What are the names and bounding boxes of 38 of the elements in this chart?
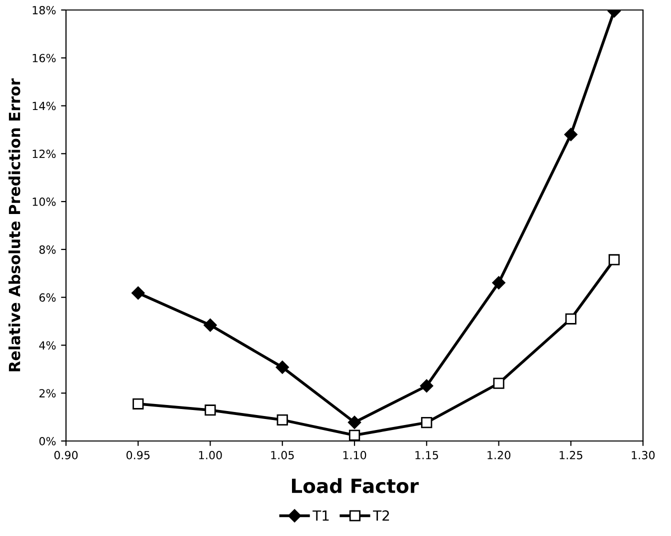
y-tick-label: 10% bbox=[32, 198, 56, 206]
point bbox=[132, 286, 145, 300]
point bbox=[492, 276, 506, 290]
legend-label: T1 bbox=[312, 510, 329, 521]
point bbox=[493, 378, 504, 389]
x-tick-label: 1.10 bbox=[343, 450, 366, 460]
x-tick-label: 1.25 bbox=[560, 450, 582, 460]
x-tick-label: 1.00 bbox=[199, 450, 222, 460]
point bbox=[348, 430, 360, 441]
point bbox=[348, 416, 362, 429]
point bbox=[608, 254, 620, 266]
x-tick-label: 1.30 bbox=[632, 450, 655, 460]
x-tick-label: 1.15 bbox=[415, 451, 438, 460]
point bbox=[132, 398, 144, 410]
x-tick-label: 0.95 bbox=[126, 450, 150, 460]
y-tick-label: 12% bbox=[32, 150, 56, 158]
point bbox=[204, 404, 216, 416]
legend-label: T2 bbox=[372, 510, 389, 521]
y-tick-label: 14% bbox=[32, 102, 56, 110]
point bbox=[204, 318, 217, 332]
point bbox=[276, 414, 288, 426]
y-tick-label: 8% bbox=[39, 245, 56, 254]
y-axis-title: Relative Absolute Prediction Error bbox=[8, 78, 20, 372]
x-tick-label: 1.20 bbox=[488, 450, 510, 460]
y-tick-label: 18% bbox=[32, 6, 56, 14]
point bbox=[564, 128, 578, 142]
y-tick-label: 2% bbox=[39, 389, 56, 398]
y-tick-label: 0% bbox=[39, 436, 56, 446]
y-tick-label: 16% bbox=[32, 54, 56, 62]
x-tick-label: 1.05 bbox=[271, 450, 294, 460]
point bbox=[276, 360, 289, 374]
point bbox=[421, 417, 432, 428]
x-tick-label: 0.90 bbox=[54, 450, 78, 460]
point bbox=[420, 379, 434, 393]
point bbox=[565, 313, 576, 324]
y-tick-label: 4% bbox=[39, 341, 56, 350]
y-tick-label: 6% bbox=[39, 293, 56, 302]
x-axis-title: Load Factor bbox=[292, 478, 419, 494]
